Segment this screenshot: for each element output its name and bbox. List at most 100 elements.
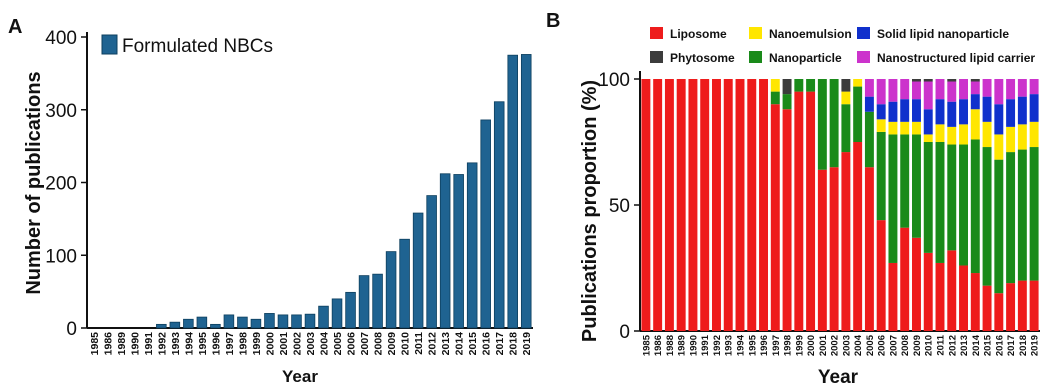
panel-a-x-tick-label: 2014 <box>454 332 466 356</box>
panel-b-bar-segment-nanoparticle <box>1017 149 1027 281</box>
panel-b-bar-segment-nanoemulsion <box>770 79 780 92</box>
panel-b-x-tick-label: 2019 <box>1030 335 1041 356</box>
panel-b-y-tick-label: 100 <box>598 70 630 91</box>
panel-a-bar <box>385 251 397 329</box>
panel-b-bar-segment-liposome <box>912 237 921 331</box>
panel-b-bar-segment-phytosome <box>912 79 921 82</box>
panel-b-legend-swatch <box>650 51 663 63</box>
panel-b-bar-segment-nanoemulsion <box>1017 124 1027 150</box>
panel-b-bar-segment-nanoemulsion <box>876 119 886 132</box>
panel-b-bar-segment-liposome <box>770 104 780 331</box>
panel-b-x-tick-label: 2015 <box>983 334 994 356</box>
panel-b-bar-segment-nanoparticle <box>853 86 863 142</box>
panel-a-x-tick-label: 2002 <box>291 332 303 356</box>
panel-a-x-tick-label: 2016 <box>481 332 493 356</box>
panel-a-bar <box>480 119 491 329</box>
panel-b-bar-segment-solid-lipid-nanoparticle <box>864 96 874 112</box>
panel-a-y-tick-label: 200 <box>45 174 77 195</box>
panel-a-bar <box>196 316 208 329</box>
panel-b-bar-segment-nanostructured-lipid-carrier <box>970 81 980 95</box>
panel-b-x-tick-label: 2002 <box>830 335 841 356</box>
panel-a-bar <box>439 173 451 329</box>
panel-b-bar-segment-nanoemulsion <box>1006 126 1016 153</box>
panel-a-bar <box>453 174 464 329</box>
panel-b-legend-label: Solid lipid nanoparticle <box>877 27 1009 41</box>
panel-b-bar-segment-solid-lipid-nanoparticle <box>935 99 945 125</box>
panel-b-y-tick-label: 50 <box>609 196 630 217</box>
panel-b-x-tick-label: 1995 <box>747 334 758 356</box>
panel-b-x-tick-label: 1998 <box>783 335 794 356</box>
panel-b-bar-segment-nanostructured-lipid-carrier <box>1017 79 1027 97</box>
panel-a-x-tick-label: 1990 <box>129 332 141 356</box>
panel-b-y-tick-label: 0 <box>619 322 630 343</box>
panel-b-x-tick-label: 2013 <box>959 335 970 356</box>
panel-a-x-tick-label: 2017 <box>494 332 506 356</box>
panel-b-bar-segment-nanostructured-lipid-carrier <box>1029 79 1039 95</box>
panel-b-bar-segment-liposome <box>970 273 980 331</box>
panel-a-bar <box>277 314 289 329</box>
panel-b-bar-segment-solid-lipid-nanoparticle <box>1006 99 1016 127</box>
panel-b-x-axis-title: Year <box>818 367 859 387</box>
panel-b-bar-segment-solid-lipid-nanoparticle <box>970 94 980 110</box>
panel-a-y-tick-label: 100 <box>45 246 77 267</box>
panel-b-bar-segment-nanostructured-lipid-carrier <box>900 79 910 100</box>
panel-b-x-tick-label: 2014 <box>971 334 982 356</box>
panel-b-x-tick-label: 2017 <box>1006 335 1017 356</box>
panel-a-bar <box>331 298 343 329</box>
panel-b-bar-segment-liposome <box>653 79 663 331</box>
panel-b-bar-segment-solid-lipid-nanoparticle <box>1029 94 1039 122</box>
panel-b-x-tick-label: 2003 <box>841 335 852 356</box>
panel-b-bar-segment-solid-lipid-nanoparticle <box>912 99 921 122</box>
panel-b-bar-segment-liposome <box>947 250 957 331</box>
panel-a-bar <box>291 314 302 329</box>
panel-a-bar <box>169 321 181 329</box>
panel-b-x-tick-label: 2005 <box>865 334 876 356</box>
panel-b-x-tick-label: 1990 <box>688 335 699 356</box>
panel-b-bar-segment-solid-lipid-nanoparticle <box>923 109 933 135</box>
panel-b-legend-label: Phytosome <box>670 51 735 65</box>
panel-b-bar-segment-nanoparticle <box>994 159 1004 294</box>
panel-a-x-tick-label: 2004 <box>319 332 331 356</box>
panel-a-bar <box>156 323 167 329</box>
panel-b-bar-segment-liposome <box>641 79 651 331</box>
panel-a-x-tick-label: 1996 <box>210 332 222 356</box>
panel-b-bar-segment-nanoparticle <box>982 147 992 286</box>
panel-b-bar-segment-nanoparticle <box>970 139 980 274</box>
panel-b-bar-segment-solid-lipid-nanoparticle <box>888 101 898 122</box>
panel-a-y-tick-label: 0 <box>66 319 77 340</box>
panel-b-bar-segment-nanoemulsion <box>982 121 992 148</box>
panel-b-legend-swatch <box>857 51 870 63</box>
panel-b-bar-segment-liposome <box>959 265 968 331</box>
panel-b-bar-segment-nanoemulsion <box>923 134 933 142</box>
panel-b-bar-segment-nanoemulsion <box>970 109 980 140</box>
panel-b-bar-segment-liposome <box>923 252 933 331</box>
panel-a: A Year Number of publications Formulated… <box>8 16 533 386</box>
panel-a-x-tick-label: 2015 <box>467 332 479 356</box>
panel-b-bar-segment-liposome <box>935 262 945 331</box>
panel-b-x-tick-label: 2009 <box>912 335 923 356</box>
panel-a-label: A <box>8 16 22 38</box>
panel-a-x-tick-label: 2005 <box>332 332 344 356</box>
panel-b-bar-segment-liposome <box>688 79 698 331</box>
panel-b-bar-segment-nanoparticle <box>806 79 816 92</box>
panel-b-bar-segment-phytosome <box>970 79 980 82</box>
panel-a-x-tick-label: 2007 <box>359 332 371 356</box>
panel-b-bar-segment-solid-lipid-nanoparticle <box>900 99 910 122</box>
panel-b-legend-label: Liposome <box>670 27 727 41</box>
panel-b-bar-segment-nanoparticle <box>864 111 874 168</box>
panel-b-bar-segment-liposome <box>982 285 992 331</box>
panel-b-x-tick-label: 1993 <box>724 335 735 356</box>
panel-b-bar-segment-nanoparticle <box>841 104 851 153</box>
panel-a-x-tick-label: 2006 <box>346 332 358 356</box>
panel-b-x-tick-label: 2004 <box>853 334 864 356</box>
panel-b-x-tick-label: 2006 <box>877 335 888 356</box>
panel-a-bar <box>210 323 221 329</box>
panel-b-x-tick-label: 2001 <box>818 334 829 356</box>
panel-b-bar-segment-nanoparticle <box>876 131 886 221</box>
panel-b-bar-segment-phytosome <box>782 79 792 95</box>
panel-a-legend-swatch <box>101 34 118 55</box>
panel-b-bar-segment-nanostructured-lipid-carrier <box>888 79 898 102</box>
panel-b-bar-segment-solid-lipid-nanoparticle <box>876 104 886 120</box>
panel-b-bar-segment-liposome <box>829 167 839 331</box>
